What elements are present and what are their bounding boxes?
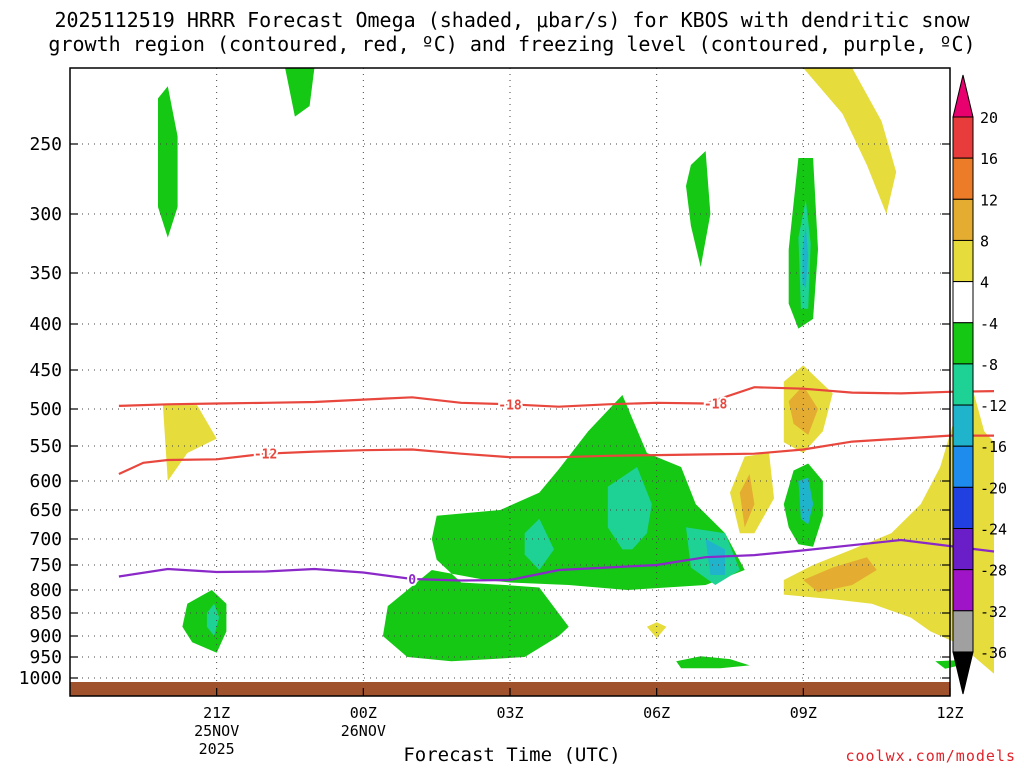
x-tick-label-0-0: 21Z [203,704,230,722]
y-tick-label-450: 450 [29,360,62,381]
omega-region-descent-surface-right [783,377,994,674]
colorbar-label-12: -32 [980,603,1007,621]
colorbar-label-8: -16 [980,438,1007,456]
y-tick-label-950: 950 [29,647,62,668]
colorbar-swatch-13 [952,610,974,653]
colorbar-swatch-6 [952,322,974,365]
colorbar-label-2: 12 [980,191,998,209]
y-tick-label-250: 250 [29,134,62,155]
x-tick-label-6-0: 03Z [496,704,523,722]
x-tick-label-15-0: 12Z [936,704,963,722]
omega-shaded-regions [158,68,994,674]
colorbar-swatch-10 [952,486,974,530]
omega-region-ascent-surface-11z [935,660,960,669]
omega-region-ascent-lower-left-core [206,603,220,636]
omega-region-descent-surface-right-core [803,557,877,593]
omega-region-ascent-main-mid [382,395,745,662]
freezing-level-contour-label: 0 [408,573,416,588]
colorbar-swatch-7 [952,363,974,406]
omega-region-descent-small-bubble [646,622,667,639]
colorbar-swatch-11 [952,528,974,571]
y-tick-label-900: 900 [29,626,62,647]
colorbar-label-4: 4 [980,274,989,292]
colorbar-label-6: -8 [980,356,998,374]
colorbar-swatch-12 [952,569,974,612]
omega-region-descent-lower-right-core [739,474,755,528]
y-tick-label-750: 750 [29,555,62,576]
y-tick-label-700: 700 [29,529,62,550]
colorbar-top-arrow [952,74,974,118]
omega-region-ascent-lower-left [182,590,227,653]
colorbar-swatch-8 [952,404,974,447]
chart-title-line-1: 2025112519 HRRR Forecast Omega (shaded, … [54,8,970,32]
y-tick-label-600: 600 [29,471,62,492]
colorbar-label-3: 8 [980,232,989,250]
y-tick-label-550: 550 [29,436,62,457]
y-tick-label-850: 850 [29,603,62,624]
colorbar-label-11: -28 [980,562,1007,580]
dgz-minus12-contour-label: -12 [254,448,277,463]
colorbar-swatch-2 [952,157,974,200]
y-tick-label-350: 350 [29,263,62,284]
colorbar-bottom-arrow [952,651,974,695]
omega-region-ascent-top-left [285,68,315,117]
dgz-minus18-contour [118,386,995,408]
freezing-level-contour [118,538,995,582]
omega-region-descent-upper-10z [803,68,897,214]
dgz-minus18-label-2: -18 [704,398,728,413]
x-tick-label-3-1: 26NOV [341,722,386,740]
chart-title-line-2: growth region (contoured, red, ºC) and f… [48,32,976,56]
y-tick-label-400: 400 [29,314,62,335]
dgz-minus18-contour-label: -18 [498,398,522,413]
credit-text[interactable]: coolwx.com/models [845,747,1016,765]
y-tick-label-800: 800 [29,580,62,601]
colorbar-label-5: -4 [980,315,998,333]
omega-region-descent-left-dgz [162,405,217,481]
omega-colorbar: 20 16 12 8 4 -4 -8 -12 -16 -20 -24 -28 -32 -36 [952,74,1007,695]
contour-lines: -18 -12 0 -18 [118,386,995,590]
colorbar-label-13: -36 [980,644,1007,662]
omega-region-ascent-mid-core-3 [524,518,554,570]
x-tick-label-3-0: 00Z [350,704,377,722]
omega-region-ascent-small-left-upper [158,86,178,238]
y-tick-label-650: 650 [29,500,62,521]
colorbar-label-10: -24 [980,521,1007,539]
y-axis: 2503003504004505005506006507007508008509… [19,134,950,689]
colorbar-swatch-5 [952,281,974,324]
omega-region-ascent-upper-09z-inner [802,225,809,289]
x-tick-label-0-2: 2025 [199,740,235,758]
colorbar-label-1: 16 [980,150,998,168]
x-tick-label-12-0: 09Z [790,704,817,722]
x-tick-label-0-1: 25NOV [194,722,239,740]
colorbar-swatch-9 [952,445,974,488]
colorbar-label-0: 20 [980,109,998,127]
colorbar-swatch-4 [952,239,974,283]
colorbar-swatch-1 [952,116,974,159]
y-tick-label-1000: 1000 [19,668,62,689]
omega-region-ascent-09z-core-inner [798,477,814,525]
y-tick-label-300: 300 [29,204,62,225]
colorbar-label-9: -20 [980,479,1007,497]
x-axis-title: Forecast Time (UTC) [403,744,621,766]
y-tick-label-500: 500 [29,399,62,420]
x-tick-label-9-0: 06Z [643,704,670,722]
colorbar-swatch-3 [952,198,974,241]
colorbar-label-7: -12 [980,397,1007,415]
dgz-minus12-contour [118,434,994,475]
omega-region-ascent-upper-06z [686,151,711,268]
omega-region-ascent-mid-core [607,467,652,550]
omega-region-ascent-surface-07z [676,656,750,669]
